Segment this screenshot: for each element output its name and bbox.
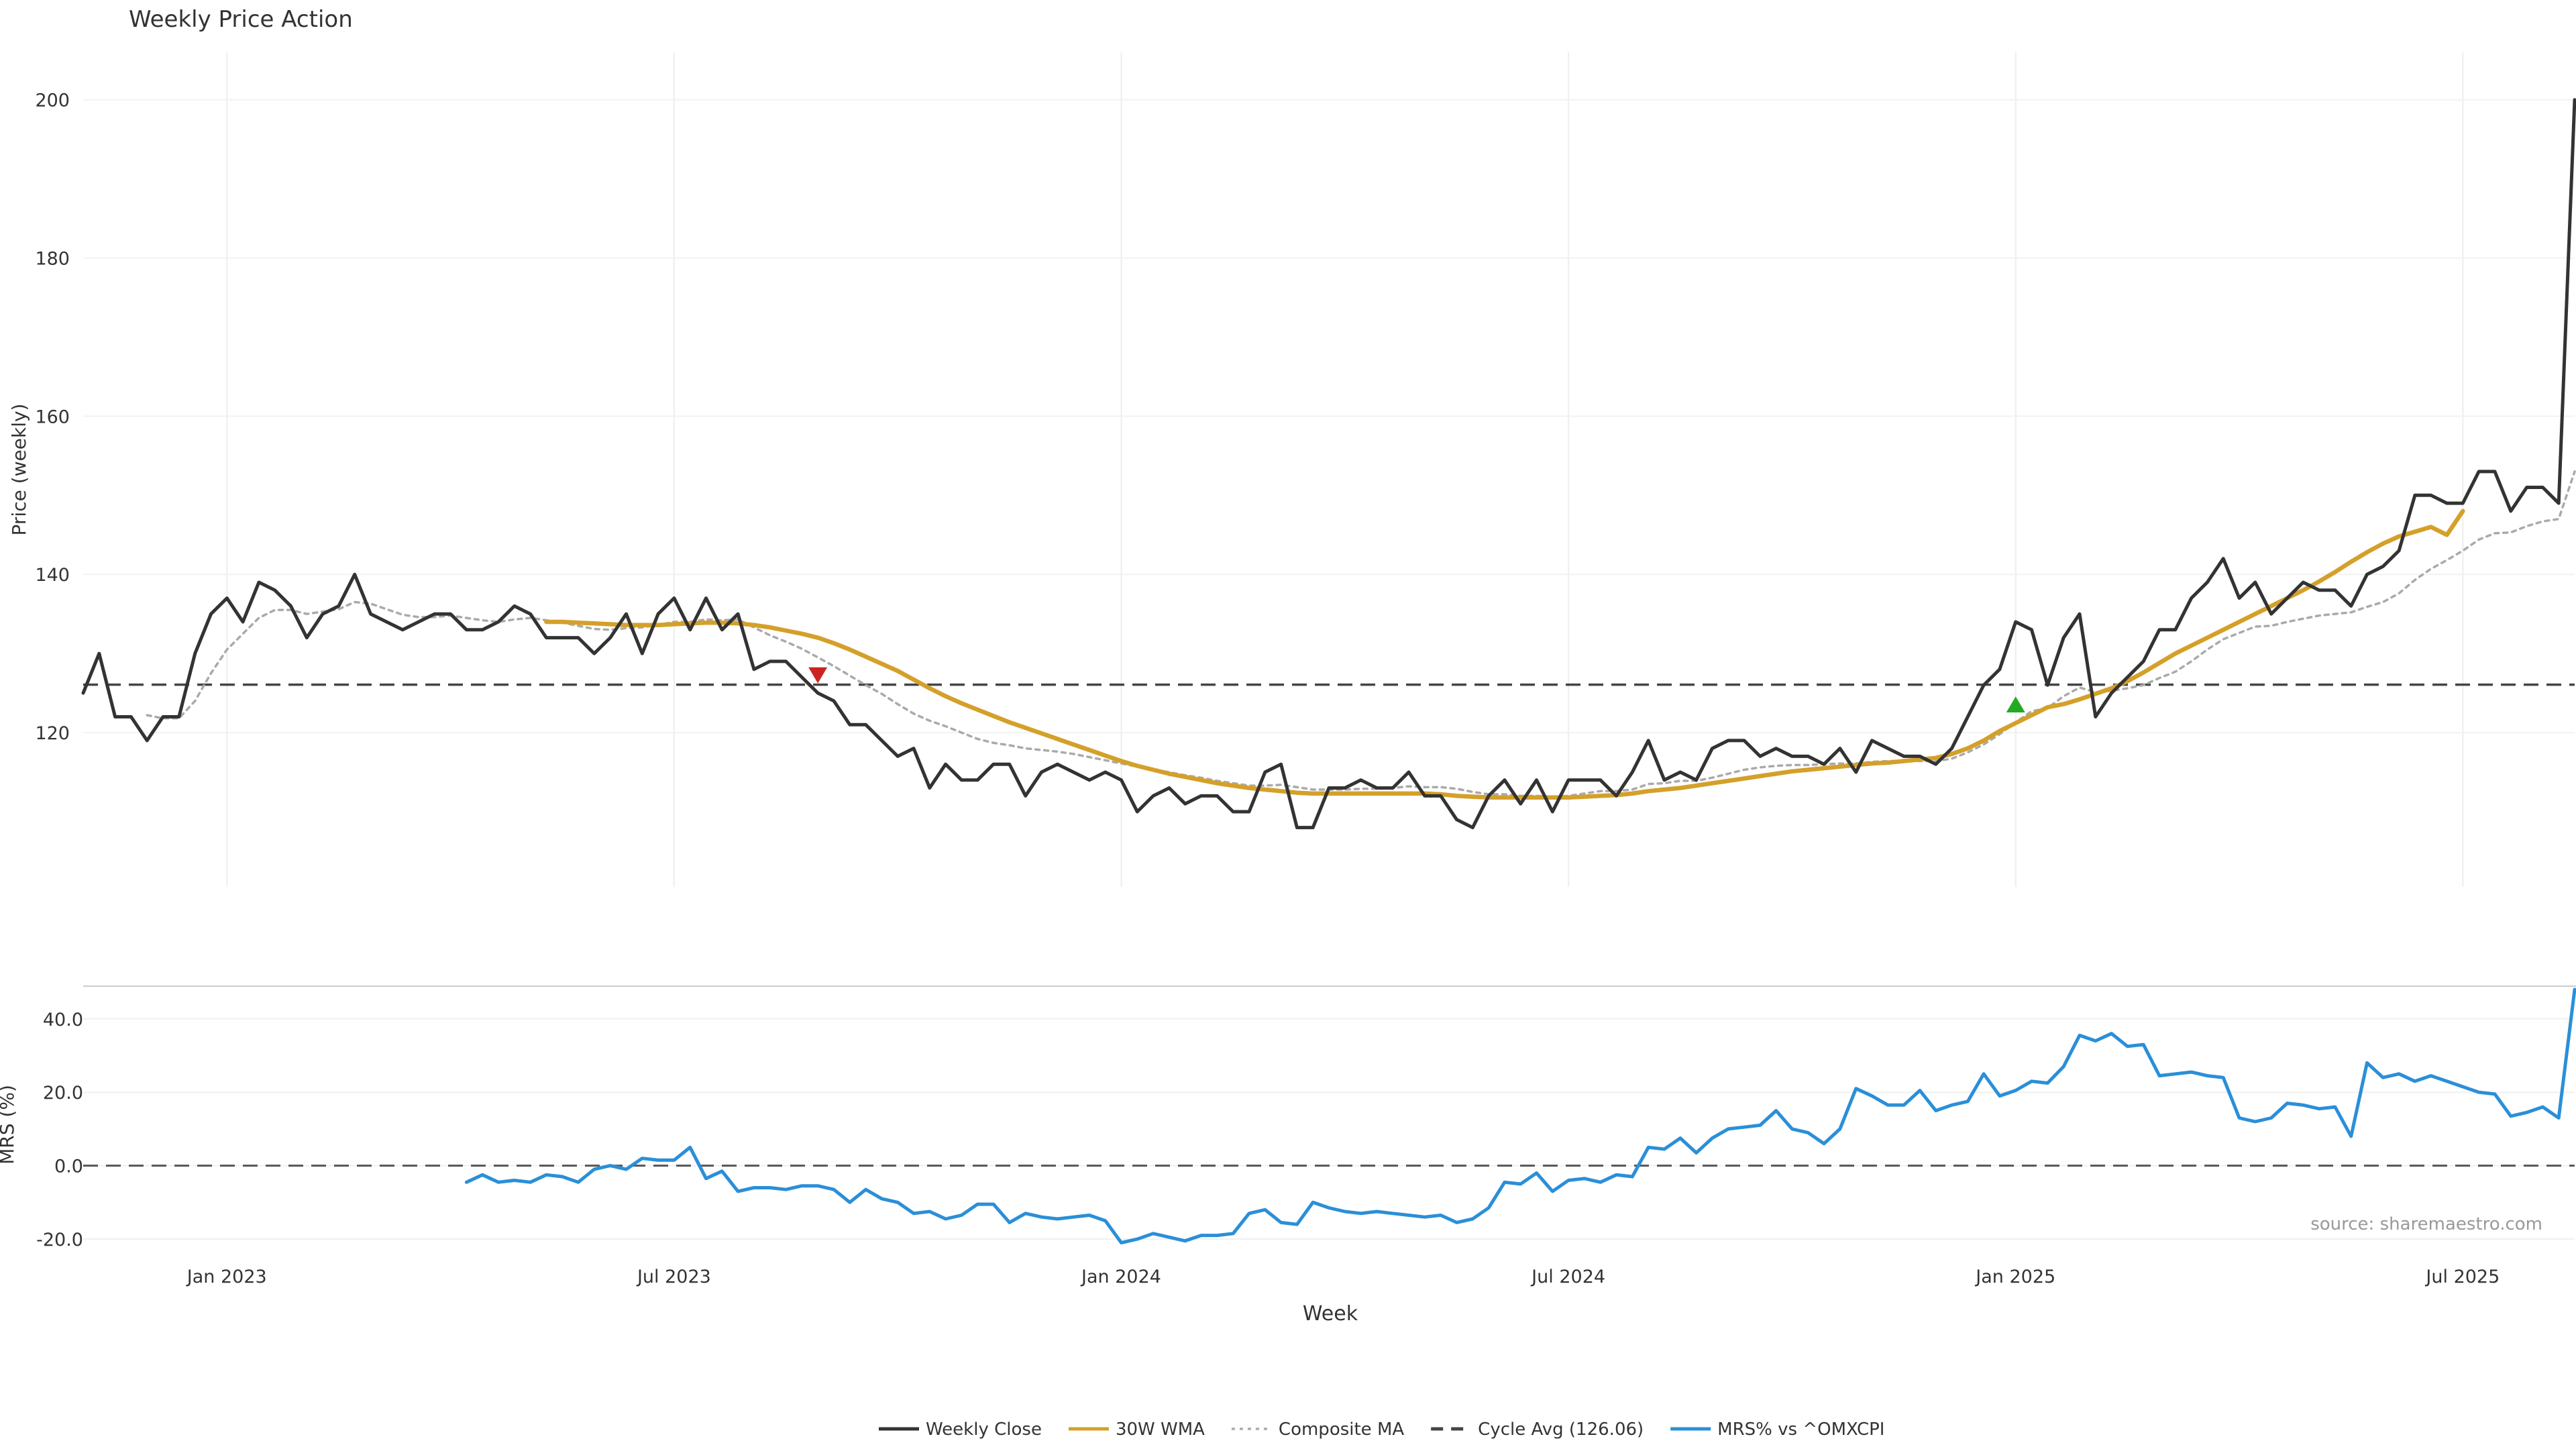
- price-y-axis-label: Price (weekly): [8, 404, 30, 536]
- legend-label: Weekly Close: [926, 1419, 1042, 1440]
- x-tick-label: Jan 2023: [186, 1267, 267, 1287]
- x-tick-label: Jul 2024: [1530, 1267, 1605, 1287]
- legend-label: Cycle Avg (126.06): [1478, 1419, 1644, 1440]
- legend: Weekly Close 30W WMA Composite MA Cycle Avg…: [879, 1419, 1884, 1440]
- legend-label: MRS% vs ^OMXCPI: [1717, 1419, 1884, 1440]
- x-tick-label: Jan 2025: [1974, 1267, 2055, 1287]
- wma-30w-line: [544, 508, 2465, 800]
- price-series: [81, 98, 2576, 830]
- price-y-tick-label: 180: [35, 249, 70, 270]
- mrs-y-ticks: -20.0 0.0 20.0 40.0: [36, 1010, 83, 1250]
- price-y-tick-label: 120: [35, 723, 70, 744]
- price-y-ticks: 120 140 160 180 200: [35, 91, 70, 744]
- source-annotation: source: sharemaestro.com: [2310, 1214, 2542, 1234]
- mrs-grid: [83, 1018, 2575, 1240]
- chart-title: Weekly Price Action: [129, 6, 353, 33]
- x-axis-ticks: Jan 2023 Jul 2023 Jan 2024 Jul 2024 Jan 2025…: [186, 1267, 2500, 1287]
- price-y-tick-label: 200: [35, 91, 70, 111]
- x-tick-label: Jul 2023: [636, 1267, 711, 1287]
- buy-signal-marker: [2006, 696, 2025, 712]
- mrs-panel: -20.0 0.0 20.0 40.0 MRS (%) source: sharema…: [0, 987, 2576, 1250]
- mrs-y-axis-label: MRS (%): [0, 1085, 18, 1165]
- x-tick-label: Jan 2024: [1080, 1267, 1161, 1287]
- price-grid: [83, 52, 2575, 887]
- price-y-tick-label: 160: [35, 407, 70, 427]
- signal-markers: [808, 667, 2025, 712]
- mrs-y-tick-label: 0.0: [54, 1157, 83, 1177]
- legend-label: Composite MA: [1279, 1419, 1404, 1440]
- mrs-y-tick-label: 40.0: [43, 1010, 83, 1030]
- mrs-y-tick-label: 20.0: [43, 1083, 83, 1104]
- mrs-series: [464, 987, 2576, 1244]
- price-y-tick-label: 140: [35, 565, 70, 586]
- weekly-close-line: [81, 98, 2576, 830]
- sell-signal-marker: [808, 667, 828, 684]
- x-tick-label: Jul 2025: [2424, 1267, 2500, 1287]
- x-axis-label: Week: [1303, 1302, 1358, 1326]
- mrs-y-tick-label: -20.0: [36, 1230, 83, 1250]
- legend-label: 30W WMA: [1116, 1419, 1205, 1440]
- price-panel: 120 140 160 180 200 Price (weekly): [8, 52, 2576, 887]
- mrs-line: [464, 987, 2576, 1244]
